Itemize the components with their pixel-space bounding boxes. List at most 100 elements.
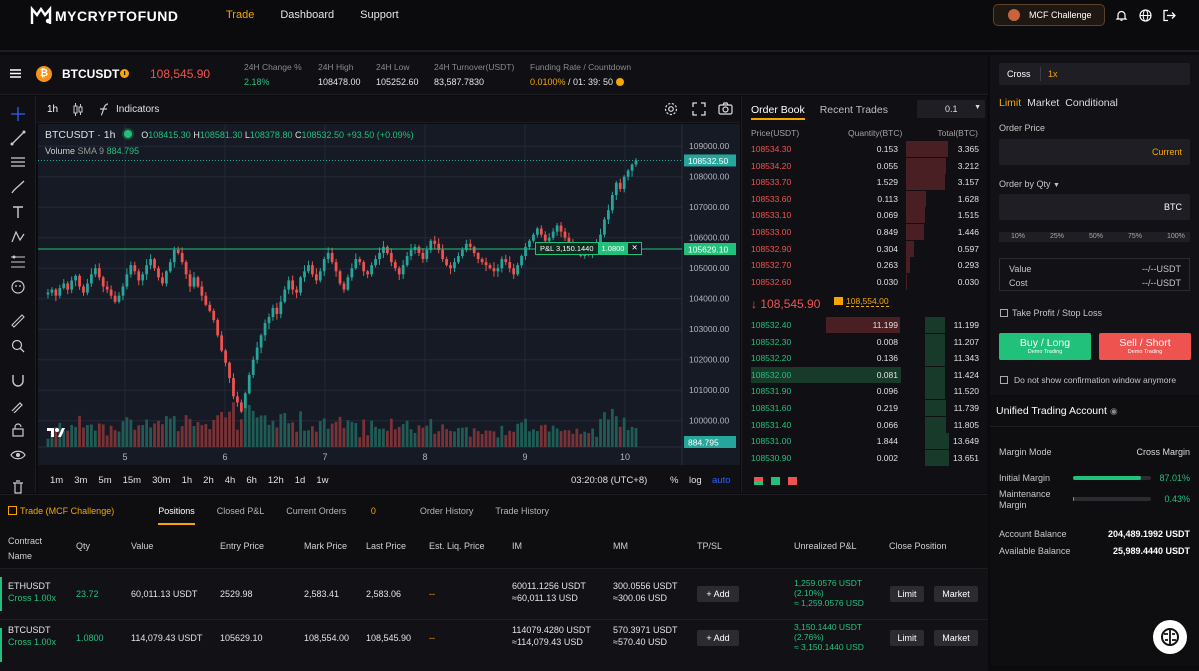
magnet-icon[interactable]: [10, 372, 26, 388]
auto-toggle[interactable]: auto: [712, 475, 731, 486]
info-icon[interactable]: [120, 69, 129, 78]
interval-30m[interactable]: 30m: [152, 475, 170, 486]
interval-button[interactable]: 1h: [47, 104, 58, 115]
interval-6h[interactable]: 6h: [246, 475, 257, 486]
bell-icon[interactable]: [1114, 8, 1128, 22]
interval-4h[interactable]: 4h: [225, 475, 236, 486]
symbol-name[interactable]: BTCUSDT: [62, 67, 119, 81]
confirm-checkbox[interactable]: Do not show confirmation window anymore: [1000, 375, 1176, 385]
margin-mode-select[interactable]: Cross 1x: [999, 63, 1190, 85]
crosshair-icon[interactable]: [10, 106, 26, 122]
nav-trade[interactable]: Trade: [226, 9, 254, 21]
candle-type-icon[interactable]: [72, 103, 84, 116]
tpsl-checkbox[interactable]: Take Profit / Stop Loss: [1000, 308, 1102, 318]
mcf-challenge-button[interactable]: MCF Challenge: [993, 4, 1105, 26]
ruler-icon[interactable]: [10, 313, 26, 329]
globe-icon[interactable]: [1138, 8, 1152, 22]
brand-logo[interactable]: MYCRYPTOFUND: [30, 6, 178, 26]
order-price-input[interactable]: Current: [999, 139, 1190, 165]
percent-toggle[interactable]: %: [670, 475, 678, 486]
tab-conditional[interactable]: Conditional: [1065, 97, 1118, 109]
layout-asks-icon[interactable]: [788, 477, 797, 485]
interval-1d[interactable]: 1d: [295, 475, 306, 486]
quantity-input[interactable]: BTC: [999, 194, 1190, 220]
nav-support[interactable]: Support: [360, 9, 399, 21]
emoji-icon[interactable]: [10, 279, 26, 295]
add-tpsl-button[interactable]: + Add: [697, 630, 739, 646]
pct-25[interactable]: 25%: [1050, 233, 1064, 240]
layout-both-icon[interactable]: [754, 477, 763, 485]
settings-icon[interactable]: [664, 102, 678, 116]
precision-select[interactable]: 0.1▼: [917, 100, 985, 118]
pct-10[interactable]: 10%: [1011, 233, 1025, 240]
interval-12h[interactable]: 12h: [268, 475, 284, 486]
layout-bids-icon[interactable]: [771, 477, 780, 485]
tab-positions[interactable]: Positions: [158, 506, 195, 525]
zoom-icon[interactable]: [10, 338, 26, 354]
close-market-button[interactable]: Market: [934, 586, 978, 602]
pct-75[interactable]: 75%: [1128, 233, 1142, 240]
interval-15m[interactable]: 15m: [123, 475, 141, 486]
tab-recent-trades[interactable]: Recent Trades: [820, 104, 888, 120]
tab-current-orders[interactable]: Current Orders 0: [286, 506, 398, 525]
brush-icon[interactable]: [10, 179, 26, 195]
close-limit-button[interactable]: Limit: [890, 630, 924, 646]
indicators-icon[interactable]: [99, 103, 111, 116]
tab-trade-history[interactable]: Trade History: [495, 506, 549, 525]
camera-icon[interactable]: [718, 102, 733, 116]
pct-100[interactable]: 100%: [1167, 233, 1185, 240]
tab-limit[interactable]: Limit: [999, 97, 1021, 109]
add-tpsl-button[interactable]: + Add: [697, 586, 739, 602]
tradingview-logo-icon[interactable]: [47, 427, 65, 438]
fib-icon[interactable]: [10, 254, 26, 270]
interval-1m[interactable]: 1m: [50, 475, 63, 486]
horizontal-lines-icon[interactable]: [10, 154, 26, 170]
quantity-slider[interactable]: 10% 25% 50% 75% 100%: [999, 232, 1190, 242]
qty-mode-select[interactable]: Order by Qty ▼: [999, 179, 1060, 189]
interval-1w[interactable]: 1w: [316, 475, 328, 486]
indicators-button[interactable]: Indicators: [116, 104, 159, 115]
pct-50[interactable]: 50%: [1089, 233, 1103, 240]
fullscreen-icon[interactable]: [692, 102, 706, 116]
trendline-icon[interactable]: [10, 130, 26, 146]
interval-2h[interactable]: 2h: [203, 475, 214, 486]
close-market-button[interactable]: Market: [934, 630, 978, 646]
text-tool-icon[interactable]: [10, 204, 26, 220]
tab-order-book[interactable]: Order Book: [751, 104, 805, 120]
tab-market[interactable]: Market: [1027, 97, 1059, 109]
menu-icon[interactable]: [10, 69, 21, 78]
close-icon[interactable]: ✕: [627, 242, 641, 255]
pencil-lock-icon[interactable]: [10, 397, 26, 413]
close-limit-button[interactable]: Limit: [890, 586, 924, 602]
logout-icon[interactable]: [1162, 8, 1176, 22]
interval-1h[interactable]: 1h: [182, 475, 193, 486]
eye-icon[interactable]: [10, 447, 26, 463]
chart-canvas[interactable]: 109000.00108000.00107000.00106000.001050…: [38, 124, 740, 465]
interval-3m[interactable]: 3m: [74, 475, 87, 486]
tab-closed-pnl[interactable]: Closed P&L: [217, 506, 265, 525]
log-toggle[interactable]: log: [689, 475, 702, 486]
pnl-position-tag[interactable]: P&L 3,150.1440 1.0800 ✕: [535, 242, 642, 255]
current-price-button[interactable]: Current: [1152, 147, 1182, 157]
tab-order-history[interactable]: Order History: [420, 506, 474, 525]
